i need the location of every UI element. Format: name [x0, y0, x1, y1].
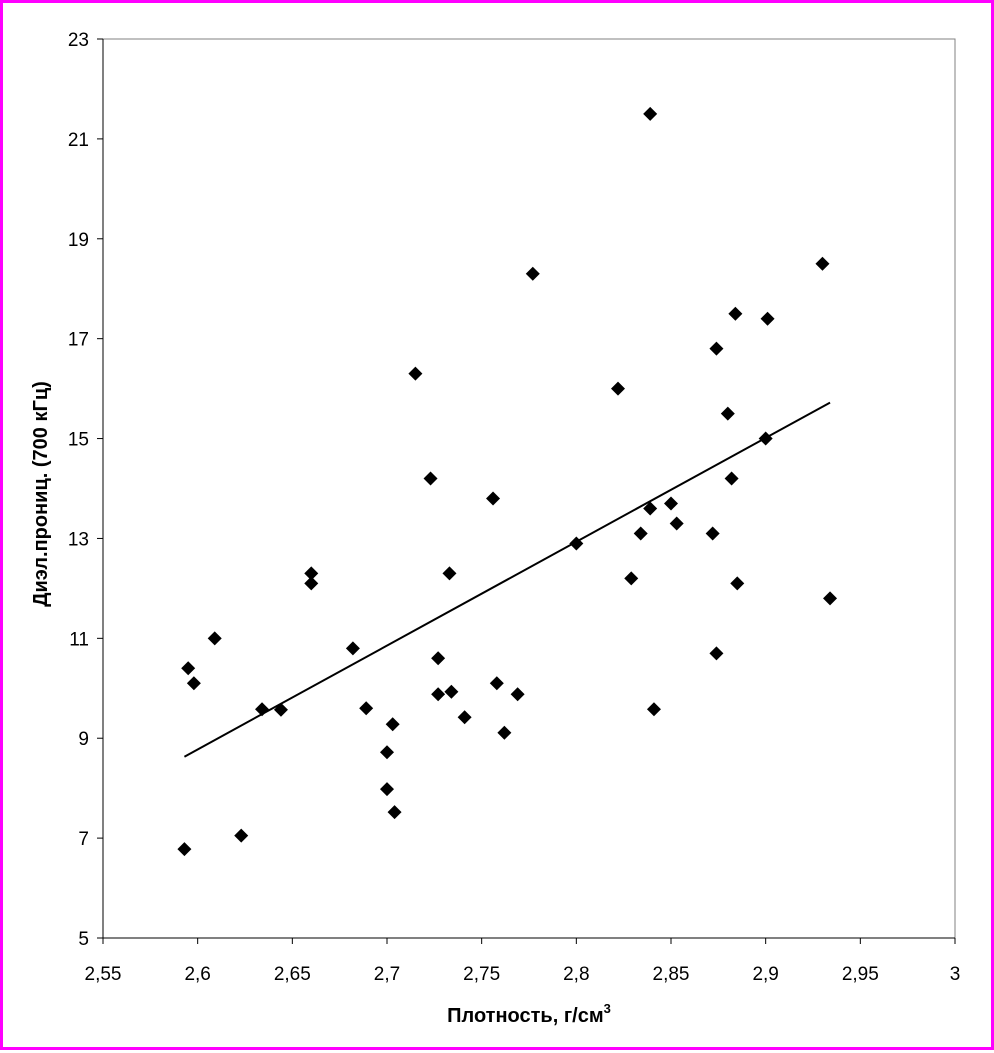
data-point: [387, 805, 402, 820]
plot-border: [102, 38, 956, 939]
points-group: [177, 106, 838, 857]
data-point: [186, 676, 201, 691]
data-point: [823, 591, 838, 606]
y-tick-label: 15: [68, 430, 89, 451]
data-point: [758, 431, 773, 446]
data-point: [720, 406, 735, 421]
y-axis-title: Диэл.прониц. (700 кГц): [30, 381, 52, 607]
y-tick-label: 19: [68, 230, 89, 251]
data-point: [728, 306, 743, 321]
data-point: [610, 381, 625, 396]
data-point: [815, 256, 830, 271]
data-point: [385, 717, 400, 732]
x-tick-label: 2,85: [653, 964, 690, 985]
y-tick-label: 13: [68, 529, 89, 550]
y-tick-label: 9: [78, 729, 89, 750]
y-tick-label: 21: [68, 130, 89, 151]
data-point: [624, 571, 639, 586]
x-tick-label: 2,75: [463, 964, 500, 985]
data-point: [669, 516, 684, 531]
data-point: [525, 266, 540, 281]
data-point: [181, 661, 196, 676]
data-point: [408, 366, 423, 381]
data-point: [273, 702, 288, 717]
data-point: [724, 471, 739, 486]
y-tick-label: 23: [68, 30, 89, 51]
y-axis: 5 7 9 11 13 15 17 19 21 23: [68, 30, 104, 950]
data-point: [489, 676, 504, 691]
plot-area: [102, 38, 956, 939]
data-point: [569, 536, 584, 551]
x-tick-label: 2,55: [85, 964, 122, 985]
data-point: [442, 566, 457, 581]
x-tick-label: 3: [950, 964, 961, 985]
y-tick-label: 11: [69, 629, 89, 650]
data-point: [664, 496, 678, 511]
x-tick-label: 2,95: [842, 964, 879, 985]
y-tick-label: 17: [68, 330, 89, 351]
data-point: [643, 501, 658, 516]
data-point: [510, 687, 525, 702]
data-point: [359, 701, 374, 716]
data-point: [457, 710, 472, 725]
data-point: [304, 576, 319, 591]
data-point: [431, 651, 446, 666]
data-point: [444, 684, 459, 699]
x-axis: 2,55 2,6 2,65 2,7 2,75 2,8 2,85 2,9 2,95 3: [85, 937, 961, 985]
x-axis-title: Плотность, г/см3: [447, 1001, 611, 1027]
data-point: [431, 687, 446, 702]
y-tick-label: 5: [78, 929, 89, 950]
data-point: [486, 491, 501, 506]
data-point: [380, 745, 394, 760]
data-point: [497, 725, 512, 740]
data-point: [255, 702, 270, 717]
x-tick-label: 2,6: [184, 964, 210, 985]
trendline-group: [183, 401, 831, 758]
x-tick-label: 2,65: [274, 964, 311, 985]
y-tick-label: 7: [78, 829, 89, 850]
data-point: [207, 631, 222, 646]
data-point: [304, 566, 319, 581]
data-point: [234, 828, 249, 843]
data-point: [345, 641, 360, 656]
trendline: [183, 401, 831, 758]
data-point: [705, 526, 720, 541]
data-point: [646, 702, 661, 717]
data-point: [177, 842, 192, 857]
x-tick-label: 2,9: [752, 964, 778, 985]
data-point: [709, 341, 724, 356]
data-point: [760, 311, 775, 326]
x-tick-label: 2,8: [563, 964, 589, 985]
data-point: [633, 526, 648, 541]
x-tick-label: 2,7: [374, 964, 400, 985]
data-point: [423, 471, 438, 486]
data-point: [643, 106, 658, 121]
data-point: [380, 782, 394, 797]
scatter-chart: 2,55 2,6 2,65 2,7 2,75 2,8 2,85 2,9 2,95 3 5 7 9 11 1…: [30, 30, 961, 1027]
data-point: [709, 646, 724, 661]
data-point: [730, 576, 745, 591]
